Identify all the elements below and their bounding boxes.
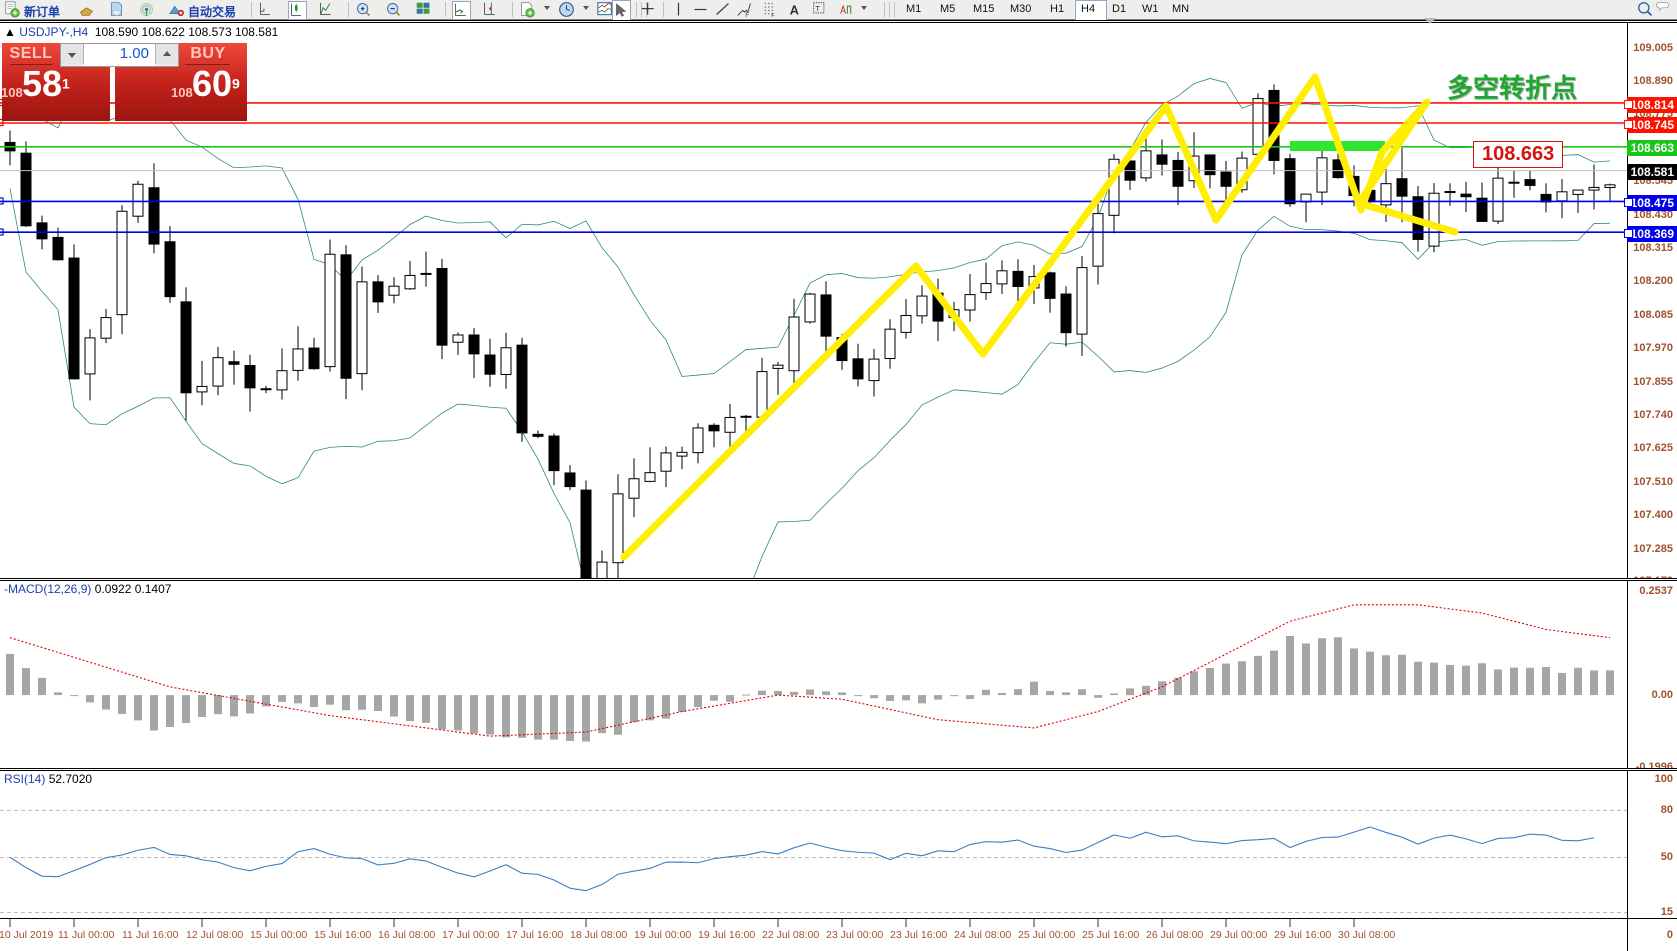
svg-text:F: F: [745, 13, 749, 18]
svg-text:T: T: [815, 4, 820, 13]
svg-text:F: F: [771, 13, 774, 18]
svg-text:A: A: [790, 3, 799, 18]
